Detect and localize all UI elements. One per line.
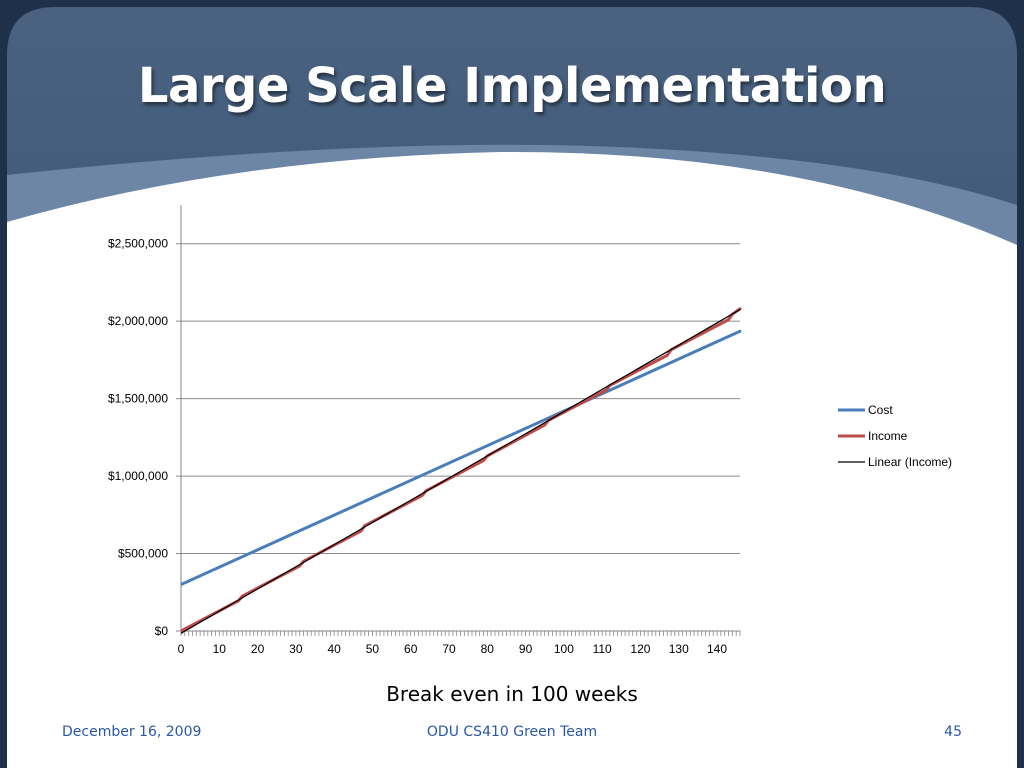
series-line-linear-income — [181, 308, 741, 634]
series-layer — [181, 307, 742, 634]
legend: Cost Income Linear (Income) — [838, 403, 952, 469]
chart-caption: Break even in 100 weeks — [386, 682, 638, 706]
x-tick-label: 50 — [366, 642, 380, 656]
page-number: 45 — [944, 724, 962, 740]
x-tick-label: 10 — [213, 642, 227, 656]
x-tick-label: 80 — [481, 642, 495, 656]
y-tick-label: $1,500,000 — [108, 392, 168, 406]
x-tick-label: 120 — [630, 642, 650, 656]
y-tick-label: $1,000,000 — [108, 469, 168, 483]
legend-label: Linear (Income) — [868, 455, 952, 469]
content-area — [7, 151, 1017, 768]
x-tick-label: 30 — [289, 642, 303, 656]
x-tick-label: 90 — [519, 642, 533, 656]
y-tick-label: $2,500,000 — [108, 237, 168, 251]
axes: $0 $500,000 $1,000,000 $1,500,000 $2,000,000… — [108, 205, 741, 656]
series-line-cost — [181, 329, 742, 587]
legend-label: Income — [868, 429, 908, 443]
x-tick-label: 60 — [404, 642, 418, 656]
x-tick-label: 130 — [669, 642, 689, 656]
x-tick-label: 140 — [707, 642, 727, 656]
x-tick-label: 40 — [327, 642, 341, 656]
x-tick-label: 20 — [251, 642, 265, 656]
y-tick-label: $2,000,000 — [108, 314, 168, 328]
footer-center-text: ODU CS410 Green Team — [426, 724, 598, 740]
gridlines — [181, 243, 740, 555]
slide-title: Large Scale Implementation — [137, 58, 887, 114]
x-tick-label: 100 — [554, 642, 574, 656]
legend-label: Cost — [868, 403, 893, 417]
series-line-income — [181, 307, 742, 633]
y-tick-label: $500,000 — [118, 547, 168, 561]
y-tick-label: $0 — [155, 624, 169, 638]
x-tick-label: 110 — [593, 642, 612, 656]
footer-date: December 16, 2009 — [62, 724, 202, 740]
x-tick-label: 70 — [442, 642, 456, 656]
x-tick-label: 0 — [178, 642, 185, 656]
